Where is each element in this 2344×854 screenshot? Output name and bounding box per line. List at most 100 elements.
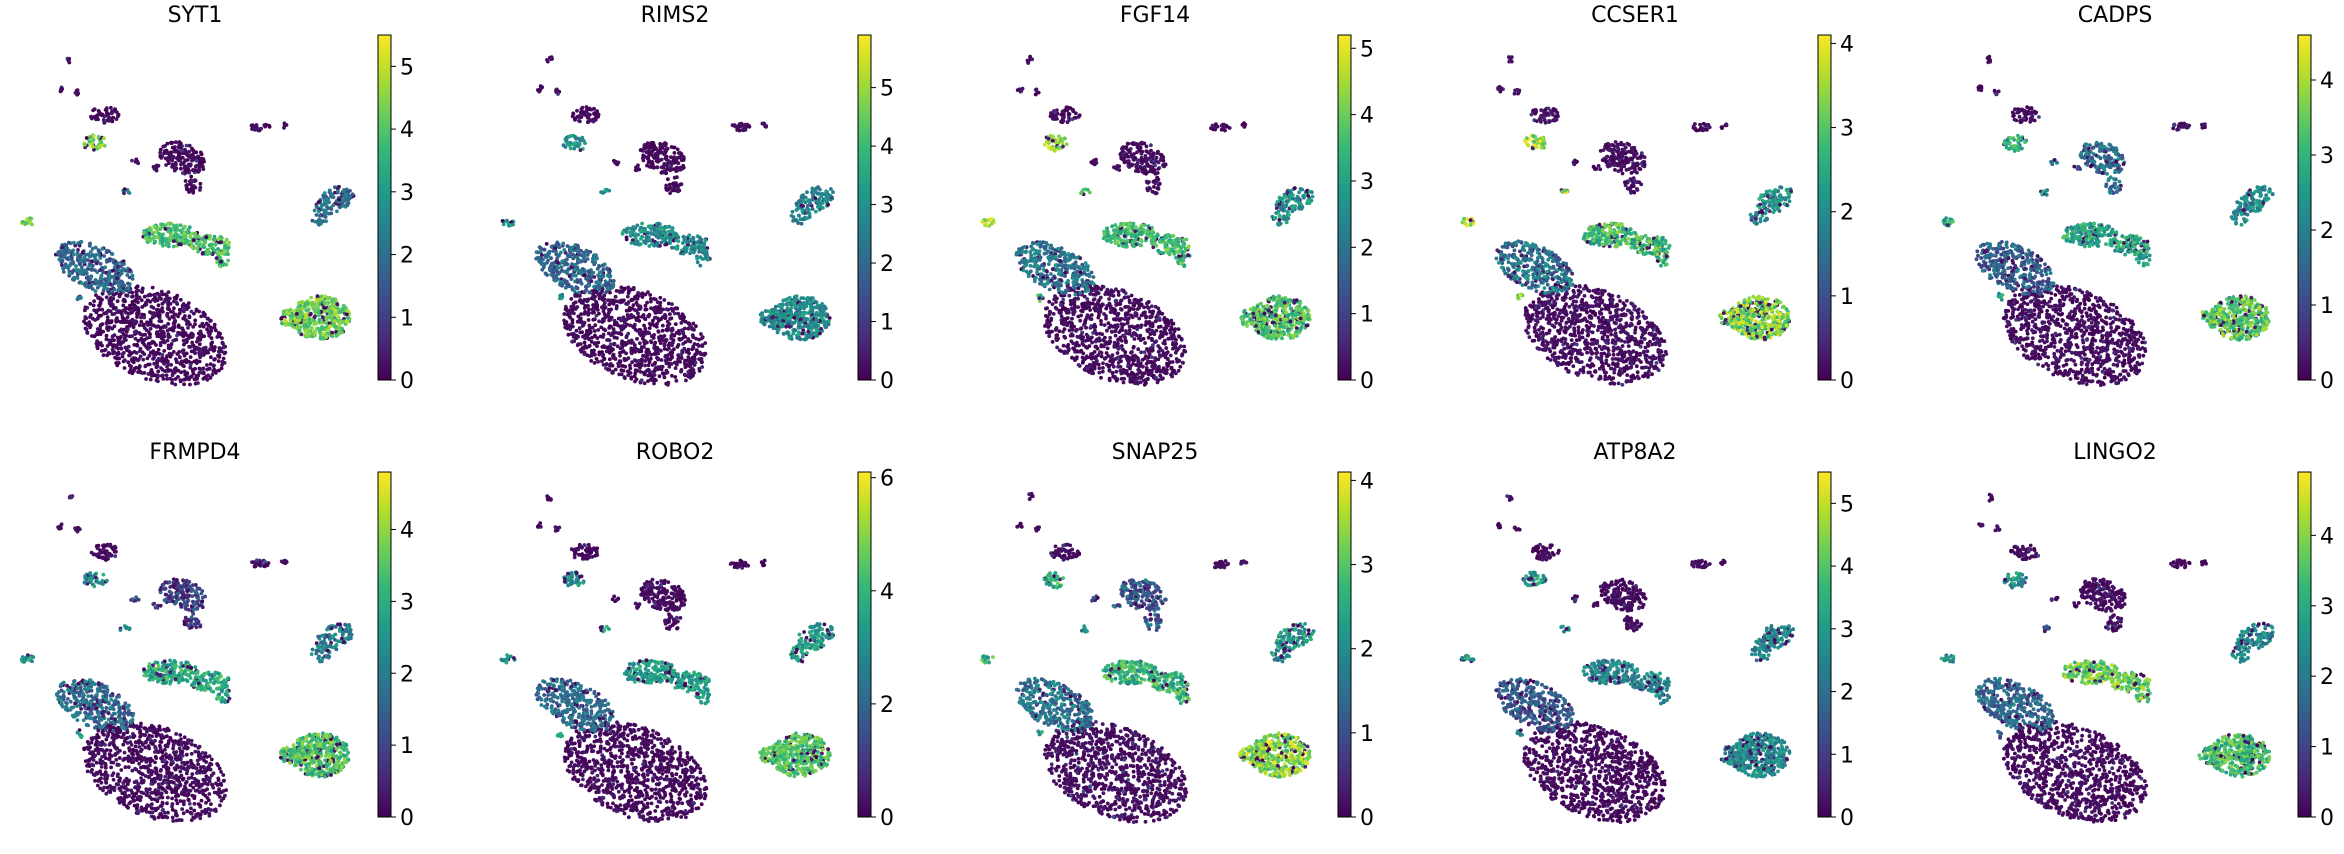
cell-point (582, 256, 586, 260)
cell-point (676, 186, 680, 190)
cell-point (164, 163, 169, 167)
cell-point (806, 330, 811, 334)
cell-point (320, 315, 325, 320)
cell-point (109, 289, 114, 294)
cell-point (566, 282, 571, 287)
cell-point (563, 279, 567, 283)
cell-point (796, 221, 801, 226)
cell-point (579, 281, 584, 286)
cell-point (148, 326, 153, 331)
cell-point (107, 249, 111, 254)
cell-point (623, 286, 627, 291)
cell-point (643, 240, 648, 245)
cell-point (178, 297, 183, 302)
cell-point (205, 367, 210, 372)
cell-point (678, 359, 683, 364)
cell-point (196, 338, 200, 343)
cell-point (99, 140, 104, 145)
cell-point (100, 291, 105, 296)
cell-point (121, 332, 126, 336)
cell-point (119, 284, 124, 289)
cell-point (176, 323, 181, 328)
cell-point (703, 341, 708, 345)
cell-point (166, 155, 171, 160)
cell-point (206, 330, 211, 335)
cell-point (288, 322, 292, 327)
cell-point (305, 324, 310, 329)
cell-point (105, 325, 110, 330)
cell-point (642, 372, 647, 377)
cell-point (116, 288, 121, 292)
cell-point (808, 297, 813, 301)
cell-point (156, 347, 161, 352)
cell-point (616, 361, 621, 366)
cell-point (163, 227, 168, 231)
cell-point (607, 367, 612, 372)
cell-point (115, 280, 120, 285)
cell-point (794, 208, 799, 212)
cell-point (169, 309, 173, 314)
cell-point (655, 152, 659, 156)
cell-point (831, 190, 835, 195)
cell-point (103, 347, 108, 352)
cell-point (565, 244, 570, 248)
cell-point (95, 327, 100, 331)
cell-point (96, 342, 101, 347)
cell-point (660, 371, 665, 376)
cell-point (563, 325, 568, 330)
cell-point (122, 366, 127, 370)
cell-point (295, 312, 299, 316)
cell-point (690, 333, 695, 338)
cell-point (599, 325, 604, 330)
cell-point (154, 325, 159, 329)
cell-point (771, 321, 776, 326)
cell-point (161, 338, 166, 343)
cell-point (604, 282, 608, 287)
cell-point (626, 314, 630, 319)
cell-point (626, 308, 631, 313)
cell-point (613, 160, 617, 165)
cell-point (144, 236, 148, 241)
cell-point (175, 333, 179, 338)
cell-point (593, 341, 598, 345)
cell-point (632, 343, 637, 348)
cell-point (116, 337, 121, 341)
cell-point (179, 166, 183, 171)
cell-point (313, 219, 318, 224)
cell-point (126, 281, 130, 286)
cell-point (546, 251, 551, 255)
cell-point (148, 377, 153, 382)
cell-point (132, 330, 137, 334)
cell-point (592, 361, 597, 365)
cell-point (602, 301, 607, 305)
cell-point (185, 151, 190, 156)
cell-point (674, 238, 679, 243)
cell-point (586, 120, 590, 125)
cell-point (192, 347, 197, 351)
cell-point (668, 312, 672, 316)
cell-point (169, 352, 174, 357)
cell-point (93, 318, 98, 322)
cell-point (577, 299, 582, 303)
cell-point (123, 345, 128, 350)
cell-point (122, 191, 126, 196)
cell-point (327, 200, 331, 205)
cell-point (678, 167, 683, 172)
cell-point (686, 362, 691, 367)
cell-point (682, 372, 687, 377)
cell-point (767, 324, 772, 329)
cell-point (602, 356, 607, 361)
cell-point (592, 112, 597, 117)
cell-point (129, 351, 134, 356)
cell-point (684, 378, 688, 383)
cell-point (551, 267, 556, 272)
cell-point (159, 374, 164, 378)
cell-point (219, 366, 224, 371)
cell-point (187, 190, 192, 194)
cell-point (698, 263, 703, 268)
cell-point (818, 331, 822, 336)
cell-point (501, 222, 506, 227)
cell-point (557, 245, 562, 250)
cell-point (623, 376, 627, 380)
cell-point (670, 245, 674, 250)
